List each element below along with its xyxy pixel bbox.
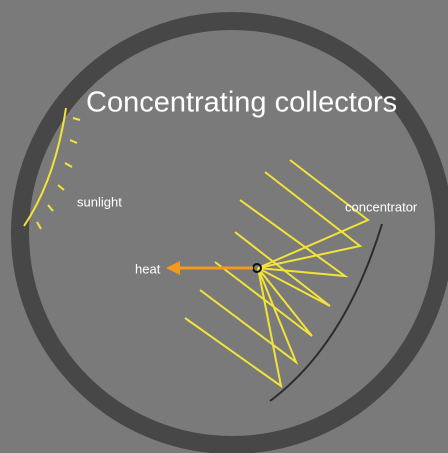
- sunlight-label: sunlight: [77, 194, 122, 209]
- diagram: Concentrating collectors sunlight concen…: [0, 0, 448, 453]
- heat-label: heat: [135, 261, 161, 276]
- concentrator-label: concentrator: [345, 199, 418, 214]
- title: Concentrating collectors: [86, 87, 397, 119]
